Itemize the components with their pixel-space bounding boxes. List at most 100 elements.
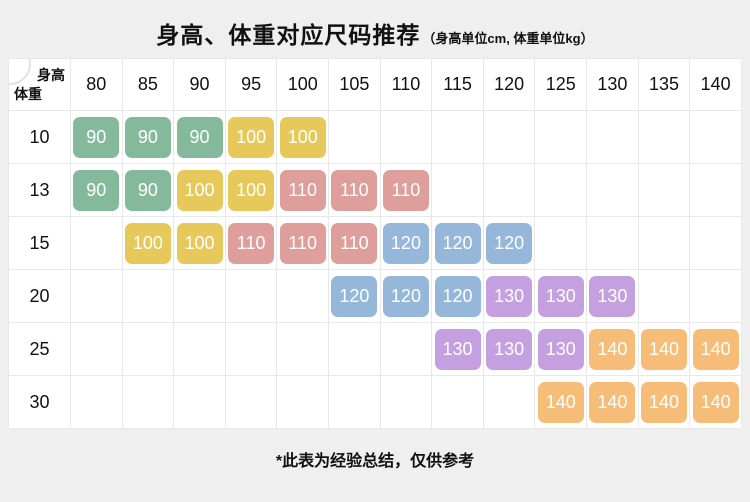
size-cell: 110	[328, 216, 381, 270]
empty-cell	[637, 163, 691, 217]
size-cell: 130	[431, 322, 484, 376]
size-chip: 130	[486, 275, 533, 317]
size-cell: 140	[637, 375, 691, 429]
empty-cell	[70, 269, 123, 323]
size-cell: 90	[70, 163, 123, 217]
size-table-body: 10 90 90 90 100 100 13 90 90 100 100 110 110 110 15 100…	[8, 110, 742, 429]
size-cell: 140	[689, 322, 742, 376]
size-chip: 130	[537, 275, 584, 317]
table-row: 13 90 90 100 100 110 110 110	[8, 163, 742, 217]
size-chip: 140	[692, 328, 739, 370]
size-chip: 110	[331, 222, 378, 264]
empty-cell	[224, 375, 278, 429]
empty-cell	[637, 110, 691, 164]
size-chip: 130	[486, 328, 533, 370]
empty-cell	[121, 269, 175, 323]
height-column-header: 125	[534, 58, 588, 111]
size-chip: 130	[589, 275, 636, 317]
size-cell: 130	[586, 269, 639, 323]
size-chip: 140	[589, 381, 636, 423]
size-cell: 130	[534, 322, 588, 376]
size-cell: 140	[689, 375, 742, 429]
size-cell: 100	[276, 110, 330, 164]
size-chip: 130	[537, 328, 584, 370]
table-row: 25 130 130 130 140 140 140	[8, 322, 742, 376]
size-chip: 100	[124, 222, 171, 264]
empty-cell	[173, 269, 226, 323]
size-cell: 140	[534, 375, 588, 429]
size-chip: 90	[124, 116, 171, 158]
size-chip: 90	[73, 116, 120, 158]
size-cell: 120	[482, 216, 536, 270]
size-chip: 110	[279, 222, 326, 264]
size-cell: 120	[431, 216, 484, 270]
size-cell: 120	[328, 269, 381, 323]
weight-row-header: 15	[8, 216, 71, 270]
size-chip: 140	[641, 328, 687, 370]
empty-cell	[276, 322, 330, 376]
size-chip: 90	[176, 116, 223, 158]
weight-row-header: 30	[8, 375, 71, 429]
weight-row-header: 10	[8, 110, 71, 164]
size-chip: 100	[228, 169, 275, 211]
empty-cell	[173, 375, 226, 429]
empty-cell	[431, 375, 484, 429]
size-cell: 120	[379, 216, 433, 270]
height-column-header: 80	[70, 58, 123, 111]
table-row: 20 120 120 120 130 130 130	[8, 269, 742, 323]
page-header: 身高、体重对应尺码推荐 （身高单位cm, 体重单位kg）	[0, 0, 750, 58]
table-header-row: 身高 体重 80 85 90 95 100 105 110 115 120 125 130 135 14…	[8, 58, 742, 111]
empty-cell	[586, 216, 639, 270]
weight-row-header: 13	[8, 163, 71, 217]
empty-cell	[379, 110, 433, 164]
size-cell: 130	[534, 269, 588, 323]
empty-cell	[431, 163, 484, 217]
empty-cell	[121, 375, 175, 429]
empty-cell	[586, 110, 639, 164]
size-chip: 120	[486, 222, 533, 264]
size-chip: 100	[176, 222, 223, 264]
height-column-header: 140	[689, 58, 742, 111]
height-column-header: 95	[224, 58, 278, 111]
weight-axis-label: 体重	[14, 86, 42, 102]
height-column-header: 90	[173, 58, 226, 111]
size-cell: 120	[431, 269, 484, 323]
size-cell: 90	[70, 110, 123, 164]
empty-cell	[637, 269, 691, 323]
size-chip: 120	[382, 222, 429, 264]
size-table: 身高 体重 80 85 90 95 100 105 110 115 120 125 130 135 14…	[8, 58, 742, 429]
size-chip: 100	[176, 169, 223, 211]
size-chip: 90	[124, 169, 171, 211]
size-chip: 110	[382, 169, 429, 211]
empty-cell	[534, 163, 588, 217]
size-chip: 90	[73, 169, 120, 211]
size-cell: 110	[224, 216, 278, 270]
empty-cell	[637, 216, 691, 270]
empty-cell	[689, 216, 742, 270]
size-cell: 120	[379, 269, 433, 323]
height-column-header: 100	[276, 58, 330, 111]
size-cell: 100	[121, 216, 175, 270]
size-table-panel: 身高 体重 80 85 90 95 100 105 110 115 120 125 130 135 14…	[8, 58, 742, 429]
size-chip: 120	[382, 275, 429, 317]
empty-cell	[328, 375, 381, 429]
empty-cell	[482, 163, 536, 217]
size-cell: 140	[637, 322, 691, 376]
size-chip: 120	[434, 275, 481, 317]
size-cell: 100	[173, 216, 226, 270]
empty-cell	[379, 375, 433, 429]
size-chip: 120	[331, 275, 378, 317]
empty-cell	[379, 322, 433, 376]
size-chip: 140	[641, 381, 687, 423]
size-cell: 100	[224, 163, 278, 217]
size-cell: 110	[276, 216, 330, 270]
height-column-header: 110	[379, 58, 433, 111]
empty-cell	[224, 269, 278, 323]
size-cell: 110	[328, 163, 381, 217]
empty-cell	[482, 375, 536, 429]
empty-cell	[224, 322, 278, 376]
size-cell: 140	[586, 375, 639, 429]
empty-cell	[689, 110, 742, 164]
empty-cell	[276, 375, 330, 429]
table-row: 15 100 100 110 110 110 120 120 120	[8, 216, 742, 270]
